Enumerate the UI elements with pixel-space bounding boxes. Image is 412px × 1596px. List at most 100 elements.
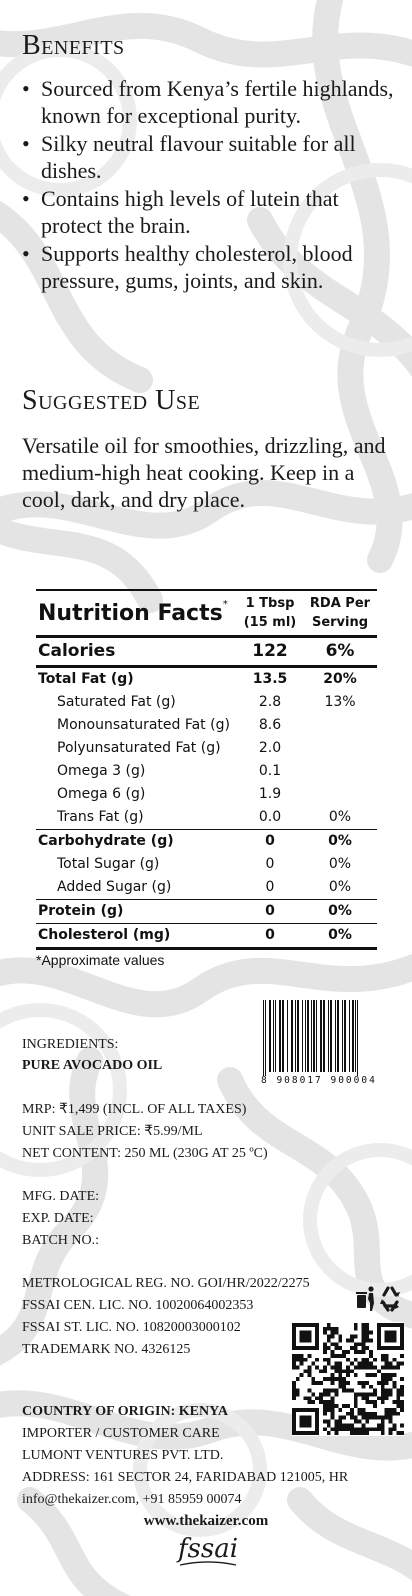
qr-module xyxy=(307,1353,312,1358)
metrological-reg: METROLOGICAL REG. NO. GOI/HR/2022/2275 xyxy=(22,1276,310,1291)
qr-module xyxy=(357,1342,362,1347)
barcode-bar xyxy=(282,1000,284,1072)
barcode-bar xyxy=(307,1000,309,1072)
qr-module xyxy=(353,1431,358,1435)
qr-module xyxy=(357,1419,362,1424)
qr-module xyxy=(338,1334,343,1339)
qr-module xyxy=(369,1400,374,1405)
qr-module xyxy=(311,1392,316,1397)
qr-module xyxy=(307,1373,312,1378)
website-link[interactable]: www.thekaizer.com xyxy=(143,1513,269,1529)
qr-module xyxy=(330,1400,335,1405)
qr-module xyxy=(400,1400,404,1405)
qr-module xyxy=(311,1380,316,1385)
barcode-bars xyxy=(263,1000,358,1076)
qr-module xyxy=(353,1373,358,1378)
qr-module xyxy=(380,1365,385,1370)
batch-no: BATCH NO.: xyxy=(22,1233,100,1248)
qr-module xyxy=(338,1353,343,1358)
barcode-bar xyxy=(323,1000,325,1072)
qr-module xyxy=(361,1338,366,1343)
table-row: Omega 6 (g) 1.9 xyxy=(57,786,282,802)
qr-module xyxy=(338,1369,343,1374)
qr-module xyxy=(330,1380,335,1385)
barcode: 8 908017 900004 xyxy=(261,1000,405,1088)
qr-module xyxy=(292,1361,296,1366)
qr-module xyxy=(342,1377,347,1381)
fssai-state-license: FSSAI ST. LIC. NO. 10820003000102 xyxy=(22,1320,241,1335)
qr-module xyxy=(330,1334,335,1339)
nutrition-title: Nutrition Facts* xyxy=(38,599,228,626)
qr-module xyxy=(326,1404,331,1408)
qr-module xyxy=(388,1373,393,1378)
table-row: Total Sugar (g) 0 0% xyxy=(57,856,352,872)
qr-module xyxy=(330,1330,335,1335)
qr-module xyxy=(334,1377,339,1381)
qr-module xyxy=(319,1400,323,1405)
qr-module xyxy=(384,1388,389,1393)
qr-module xyxy=(396,1400,401,1405)
qr-module xyxy=(330,1396,335,1401)
barcode-bar xyxy=(305,1000,306,1072)
qr-module xyxy=(365,1392,370,1397)
qr-module xyxy=(322,1342,327,1347)
qr-module xyxy=(346,1423,350,1428)
qr-module xyxy=(357,1365,362,1370)
qr-module xyxy=(353,1396,358,1401)
qr-module xyxy=(361,1423,366,1428)
qr-module xyxy=(361,1411,366,1416)
qr-module xyxy=(346,1427,350,1432)
qr-module xyxy=(361,1330,366,1335)
qr-module xyxy=(388,1361,393,1366)
qr-module xyxy=(357,1350,362,1354)
qr-module xyxy=(334,1326,339,1331)
list-item: • Silky neutral flavour suitable for all … xyxy=(22,131,356,183)
fssai-logo: fssai xyxy=(172,1534,244,1568)
qr-module xyxy=(369,1415,374,1420)
qr-module xyxy=(361,1392,366,1397)
qr-module xyxy=(307,1388,312,1393)
qr-module xyxy=(373,1392,377,1397)
qr-module xyxy=(330,1373,335,1378)
qr-module xyxy=(376,1380,381,1385)
qr-module xyxy=(384,1407,389,1412)
qr-module xyxy=(365,1431,370,1435)
qr-module xyxy=(334,1369,339,1374)
list-item: • Sourced from Kenya’s fertile highlands,… xyxy=(22,76,394,128)
qr-module xyxy=(315,1365,320,1370)
qr-module xyxy=(342,1423,347,1428)
unit-price-text: UNIT SALE PRICE: ₹5.99/ML xyxy=(22,1124,203,1139)
qr-module xyxy=(400,1388,404,1393)
qr-module xyxy=(396,1392,401,1397)
qr-module xyxy=(349,1338,354,1343)
qr-module xyxy=(373,1365,377,1370)
qr-module xyxy=(334,1365,339,1370)
qr-module xyxy=(361,1361,366,1366)
qr-module xyxy=(376,1369,381,1374)
qr-module xyxy=(369,1365,374,1370)
qr-module xyxy=(361,1427,366,1432)
qr-module xyxy=(307,1396,312,1401)
qr-module xyxy=(322,1407,327,1412)
qr-module xyxy=(361,1415,366,1420)
qr-module xyxy=(396,1361,401,1366)
qr-module xyxy=(388,1427,393,1432)
qr-module xyxy=(353,1323,358,1327)
qr-finder xyxy=(299,1330,312,1343)
ingredients-label: INGREDIENTS: xyxy=(22,1037,119,1052)
qr-module xyxy=(334,1361,339,1366)
qr-module xyxy=(400,1407,404,1412)
country-of-origin: COUNTRY OF ORIGIN: KENYA xyxy=(22,1404,229,1419)
qr-module xyxy=(369,1361,374,1366)
fssai-central-license: FSSAI CEN. LIC. NO. 10020064002353 xyxy=(22,1298,254,1313)
qr-module xyxy=(322,1400,327,1405)
qr-module xyxy=(353,1392,358,1397)
qr-module xyxy=(322,1330,327,1335)
company-name: LUMONT VENTURES PVT. LTD. xyxy=(22,1448,224,1463)
qr-module xyxy=(292,1384,296,1389)
qr-module xyxy=(346,1350,350,1354)
qr-module xyxy=(346,1411,350,1416)
barcode-bar xyxy=(342,1000,343,1072)
qr-module xyxy=(373,1411,377,1416)
qr-module xyxy=(369,1427,374,1432)
